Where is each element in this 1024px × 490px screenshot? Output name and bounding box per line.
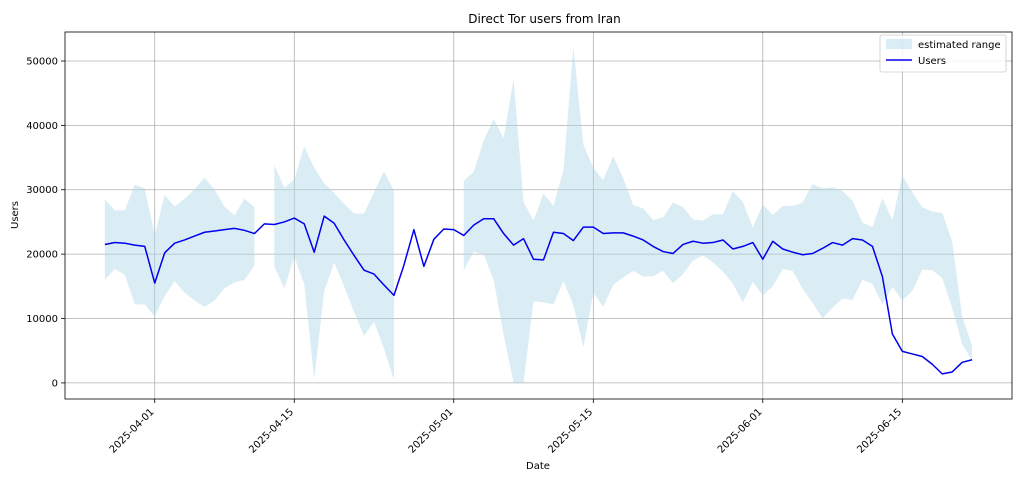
x-tick-label: 2025-06-01 [716, 407, 765, 456]
y-tick-label: 50000 [26, 56, 58, 67]
users-line-layer [104, 215, 973, 375]
x-tick-label: 2025-04-15 [247, 407, 296, 456]
legend-users-label: Users [918, 56, 946, 67]
x-tick-label: 2025-05-15 [546, 407, 595, 456]
y-tick-label: 40000 [26, 121, 58, 132]
y-tick-label: 30000 [26, 185, 58, 196]
x-tick-label: 2025-06-15 [855, 407, 904, 456]
range-band-segment [104, 177, 255, 317]
y-tick-label: 10000 [26, 314, 58, 325]
range-band-segment [463, 46, 973, 383]
legend-box [879, 34, 1007, 73]
x-axis: 2025-04-01 2025-04-15 2025-05-01 2025-05-15… [108, 399, 904, 456]
plot-frame [64, 31, 1013, 400]
y-tick-label: 20000 [26, 250, 58, 261]
x-tick-label: 2025-05-01 [407, 407, 456, 456]
x-tick-label: 2025-04-01 [108, 407, 157, 456]
y-axis: 0 10000 20000 30000 40000 50000 [26, 56, 65, 389]
x-axis-label: Date [526, 461, 550, 472]
legend-range-label: estimated range [918, 40, 1001, 51]
range-band-segment [274, 146, 394, 380]
y-tick-label: 0 [52, 378, 58, 389]
legend-range-swatch [886, 39, 912, 49]
range-band-layer [104, 46, 973, 383]
y-axis-label: Users [10, 201, 21, 229]
grid [65, 32, 1012, 399]
legend: estimated range Users [879, 34, 1007, 73]
users-line [104, 215, 973, 375]
chart-title: Direct Tor users from Iran [468, 12, 621, 26]
